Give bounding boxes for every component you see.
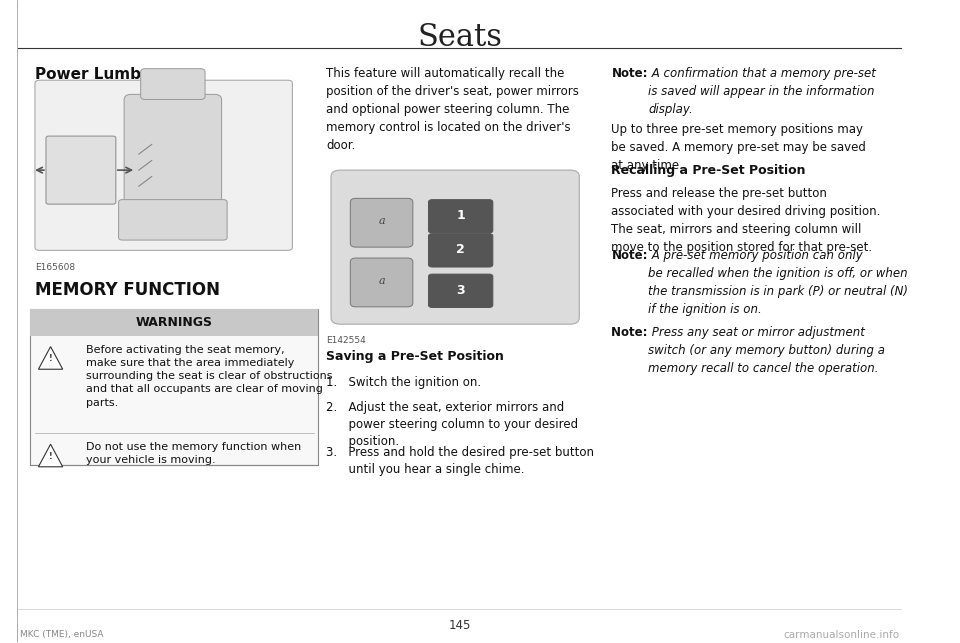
FancyBboxPatch shape: [31, 309, 318, 336]
FancyBboxPatch shape: [331, 170, 579, 324]
Text: Note:: Note:: [612, 68, 648, 80]
Text: Up to three pre-set memory positions may
be saved. A memory pre-set may be saved: Up to three pre-set memory positions may…: [612, 123, 866, 172]
Text: E165608: E165608: [35, 263, 75, 272]
Text: Saving a Pre-Set Position: Saving a Pre-Set Position: [326, 350, 504, 363]
Text: This feature will automatically recall the
position of the driver's seat, power : This feature will automatically recall t…: [326, 68, 579, 152]
Text: A confirmation that a memory pre-set
is saved will appear in the information
dis: A confirmation that a memory pre-set is …: [648, 68, 876, 116]
Text: a: a: [378, 217, 385, 226]
Text: !: !: [49, 354, 53, 363]
Text: Note:: Note:: [612, 249, 648, 262]
Text: MKC (TME), enUSA: MKC (TME), enUSA: [20, 630, 104, 639]
Text: Press and release the pre-set button
associated with your desired driving positi: Press and release the pre-set button ass…: [612, 188, 881, 255]
FancyBboxPatch shape: [46, 136, 116, 204]
FancyBboxPatch shape: [119, 199, 228, 240]
Text: carmanualsonline.info: carmanualsonline.info: [783, 630, 900, 640]
Polygon shape: [38, 347, 62, 369]
Text: 3.   Press and hold the desired pre-set button
      until you hear a single chi: 3. Press and hold the desired pre-set bu…: [326, 446, 594, 476]
FancyBboxPatch shape: [141, 69, 205, 100]
FancyBboxPatch shape: [428, 233, 492, 267]
FancyBboxPatch shape: [350, 258, 413, 307]
Text: Press any seat or mirror adjustment
switch (or any memory button) during a
memor: Press any seat or mirror adjustment swit…: [648, 326, 885, 375]
Text: 145: 145: [448, 619, 471, 633]
Text: 1: 1: [456, 209, 465, 222]
Text: Power Lumbar: Power Lumbar: [35, 68, 158, 82]
FancyBboxPatch shape: [428, 274, 492, 307]
Text: a: a: [378, 276, 385, 286]
Text: A pre-set memory position can only
be recalled when the ignition is off, or when: A pre-set memory position can only be re…: [648, 249, 908, 316]
Text: Note:: Note:: [612, 326, 652, 339]
FancyBboxPatch shape: [35, 80, 293, 250]
Text: 2: 2: [456, 243, 465, 256]
Text: !: !: [49, 451, 53, 460]
Text: 2.   Adjust the seat, exterior mirrors and
      power steering column to your d: 2. Adjust the seat, exterior mirrors and…: [326, 401, 579, 448]
Text: E142554: E142554: [326, 336, 366, 345]
Text: 3: 3: [456, 284, 465, 296]
Text: Do not use the memory function when
your vehicle is moving.: Do not use the memory function when your…: [85, 442, 300, 465]
FancyBboxPatch shape: [350, 198, 413, 247]
FancyBboxPatch shape: [124, 95, 222, 226]
Text: Seats: Seats: [418, 23, 502, 53]
FancyBboxPatch shape: [31, 309, 318, 466]
Text: Before activating the seat memory,
make sure that the area immediately
surroundi: Before activating the seat memory, make …: [85, 345, 332, 408]
Polygon shape: [38, 444, 62, 467]
Text: WARNINGS: WARNINGS: [135, 316, 213, 329]
Text: Recalling a Pre-Set Position: Recalling a Pre-Set Position: [612, 164, 806, 177]
Text: 1.   Switch the ignition on.: 1. Switch the ignition on.: [326, 376, 482, 388]
Text: MEMORY FUNCTION: MEMORY FUNCTION: [35, 281, 220, 299]
FancyBboxPatch shape: [428, 199, 492, 233]
